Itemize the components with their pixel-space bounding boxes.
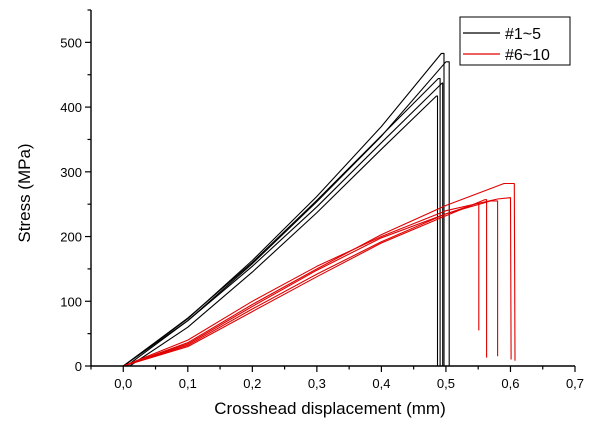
plot-lines: [122, 52, 516, 367]
legend: #1~5 #6~10: [459, 16, 571, 66]
x-tick-label: 0,0: [114, 376, 132, 391]
x-tick-label: 0,2: [243, 376, 261, 391]
x-tick-label: 0,7: [566, 376, 584, 391]
series-line-6: [123, 199, 488, 367]
y-tick-label: 300: [60, 165, 82, 180]
y-tick-label: 200: [60, 230, 82, 245]
x-tick-label: 0,1: [179, 376, 197, 391]
legend-box: [459, 16, 571, 66]
series-line-1: [122, 78, 441, 367]
x-tick-label: 0,5: [437, 376, 455, 391]
series-line-10: [123, 202, 480, 367]
y-tick-label: 400: [60, 100, 82, 115]
x-tick-label: 0,4: [372, 376, 390, 391]
y-axis-ticks: 0 100 200 300 400 500: [60, 9, 91, 374]
series-line-4: [122, 52, 445, 367]
legend-label-6-10: #6~10: [505, 47, 550, 64]
x-axis-ticks: 0,0 0,1 0,2 0,3 0,4 0,5 0,6 0,7: [90, 366, 584, 391]
series-line-7: [123, 200, 499, 367]
x-tick-label: 0,3: [308, 376, 326, 391]
legend-label-1-5: #1~5: [505, 26, 541, 43]
y-axis-title: Stress (MPa): [15, 143, 34, 242]
x-tick-label: 0,6: [501, 376, 519, 391]
series-line-3: [129, 95, 439, 367]
y-tick-label: 0: [75, 359, 82, 374]
series-line-9: [123, 182, 516, 367]
y-tick-label: 100: [60, 294, 82, 309]
axes: [90, 10, 575, 367]
y-tick-label: 500: [60, 35, 82, 50]
series-line-8: [123, 197, 512, 367]
series-line-2: [126, 82, 444, 367]
x-axis-title: Crosshead displacement (mm): [214, 399, 445, 418]
series-line-5: [122, 61, 450, 367]
